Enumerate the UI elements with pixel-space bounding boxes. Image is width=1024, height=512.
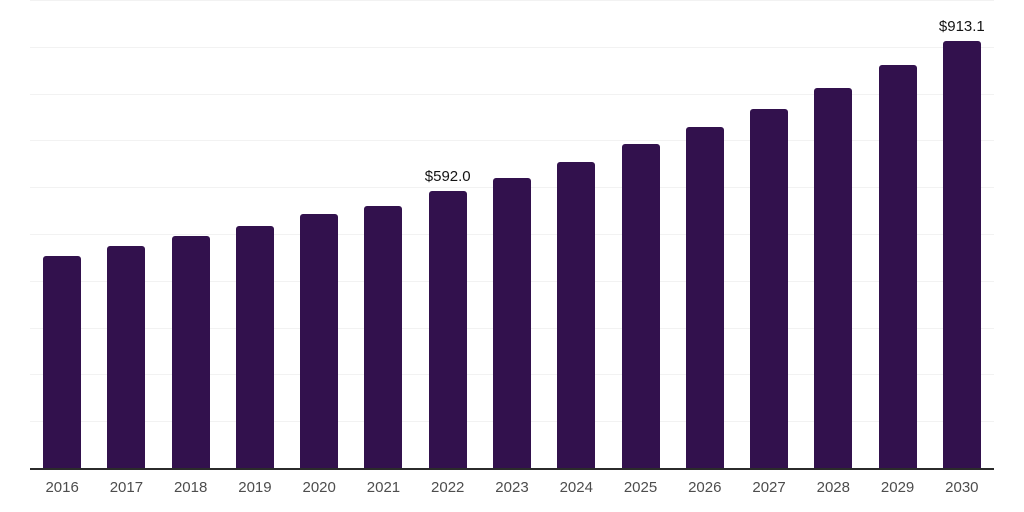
bar-2026 — [685, 126, 724, 468]
bar-slot-2030: $913.1 — [930, 0, 994, 468]
gridline — [30, 46, 994, 48]
bar-slot-2019 — [223, 0, 287, 468]
x-tick-label-2026: 2026 — [688, 479, 722, 496]
bar-slot-2028 — [801, 0, 865, 468]
bar-slot-2016 — [30, 0, 94, 468]
bar-slot-2026 — [673, 0, 737, 468]
bar-2016 — [43, 256, 82, 468]
x-tick-label-2021: 2021 — [366, 479, 401, 496]
bar-2028 — [814, 87, 853, 468]
bar-slot-2029 — [865, 0, 929, 468]
bar-value-label-2030: $913.1 — [938, 17, 985, 35]
bar-slot-2018 — [159, 0, 223, 468]
bar-2018 — [171, 236, 210, 468]
bar-slot-2020 — [287, 0, 351, 468]
bar-slot-2017 — [94, 0, 158, 468]
x-tick-label-2019: 2019 — [238, 479, 272, 496]
x-tick-label-2017: 2017 — [109, 479, 144, 496]
x-tick-label-2023: 2023 — [495, 479, 529, 496]
x-tick-label-2025: 2025 — [623, 479, 658, 496]
bar-slot-2027 — [737, 0, 801, 468]
x-tick-label-2027: 2027 — [752, 479, 786, 496]
x-tick-label-2024: 2024 — [559, 479, 593, 496]
bar-value-label-2022: $592.0 — [424, 167, 471, 185]
x-tick-label-2016: 2016 — [45, 479, 79, 496]
bar-2020 — [300, 213, 339, 468]
plot-area: $592.0 $913.1 — [30, 0, 994, 470]
gridline — [30, 140, 994, 142]
bar-2025 — [621, 144, 660, 468]
bar-slot-2022: $592.0 — [416, 0, 480, 468]
bar-2030 — [942, 40, 981, 468]
bar-2027 — [750, 108, 789, 468]
bars-row: $592.0 $913.1 — [30, 0, 994, 468]
bar-2024 — [557, 161, 596, 468]
bar-2022 — [428, 190, 467, 468]
x-axis-tick-labels: 2016 2017 2018 2019 2020 2021 2022 2023 2024 2025… — [30, 478, 994, 498]
x-tick-label-2018: 2018 — [173, 479, 208, 496]
x-tick-label-2022: 2022 — [431, 479, 465, 496]
bar-slot-2021 — [351, 0, 415, 468]
bar-2017 — [107, 246, 146, 468]
bar-2029 — [878, 65, 917, 468]
bar-2023 — [492, 177, 531, 468]
x-tick-label-2029: 2029 — [880, 479, 915, 496]
bar-2021 — [364, 205, 403, 468]
bar-slot-2025 — [608, 0, 672, 468]
gridline — [30, 93, 994, 95]
gridline — [30, 0, 994, 1]
x-tick-label-2020: 2020 — [302, 479, 336, 496]
bar-slot-2023 — [480, 0, 544, 468]
x-tick-label-2030: 2030 — [945, 479, 979, 496]
bar-slot-2024 — [544, 0, 608, 468]
x-tick-label-2028: 2028 — [816, 479, 850, 496]
bar-2019 — [235, 225, 274, 468]
